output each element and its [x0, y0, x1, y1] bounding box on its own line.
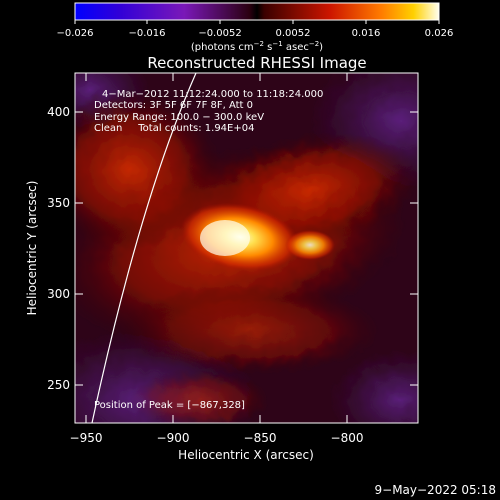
- plot-title: Reconstructed RHESSI Image: [147, 54, 366, 72]
- annotation-peak-position: Position of Peak = [−867,328]: [94, 400, 245, 411]
- units-sup1: −2: [254, 40, 264, 48]
- x-axis-label: Heliocentric X (arcsec): [178, 448, 314, 462]
- footer-timestamp: 9−May−2022 05:18: [375, 483, 497, 497]
- solar-limb-line: [91, 73, 197, 423]
- colorbar-units: (photons cm−2 s−1 asec−2): [191, 40, 323, 53]
- y-axis-label: Heliocentric Y (arcsec): [25, 181, 39, 316]
- y-tick-label: 300: [47, 287, 70, 301]
- colorbar-tick-label: −0.016: [128, 28, 165, 39]
- colorbar-tick-label: 0.0052: [276, 28, 311, 39]
- colorbar-tick-label: 0.026: [425, 28, 454, 39]
- colorbar-tick-label: −0.026: [56, 28, 93, 39]
- axis-ticks: [75, 73, 418, 423]
- annotation-energy-range: Energy Range: 100.0 − 300.0 keV: [94, 112, 264, 123]
- colorbar-gradient: [74, 2, 440, 21]
- annotation-time-range: 4−Mar−2012 11:12:24.000 to 11:18:24.000: [102, 89, 323, 100]
- x-tick-label: −900: [157, 431, 190, 445]
- plot-frame: [74, 72, 419, 424]
- y-tick-label: 350: [47, 196, 70, 210]
- units-sup2: −1: [272, 40, 282, 48]
- y-tick-label: 400: [47, 105, 70, 119]
- y-tick-label: 250: [47, 378, 70, 392]
- units-main: (photons cm: [191, 42, 254, 53]
- units-sup3: −2: [309, 40, 319, 48]
- units-mid2: asec: [283, 42, 309, 53]
- annotation-algorithm: Clean Total counts: 1.94E+04: [94, 123, 254, 134]
- units-close: ): [319, 42, 323, 53]
- image-annotations: 4−Mar−2012 11:12:24.000 to 11:18:24.000 …: [94, 89, 323, 411]
- colorbar-tick-label: −0.0052: [198, 28, 241, 39]
- x-tick-label: −950: [70, 431, 103, 445]
- units-mid1: s: [264, 42, 272, 53]
- x-tick-label: −850: [244, 431, 277, 445]
- colorbar-tick-label: 0.016: [352, 28, 381, 39]
- image-panel: [75, 73, 418, 423]
- x-tick-label: −800: [331, 431, 364, 445]
- annotation-detectors: Detectors: 3F 5F 6F 7F 8F, Att 0: [94, 100, 253, 111]
- colorbar-ticks: [74, 20, 440, 24]
